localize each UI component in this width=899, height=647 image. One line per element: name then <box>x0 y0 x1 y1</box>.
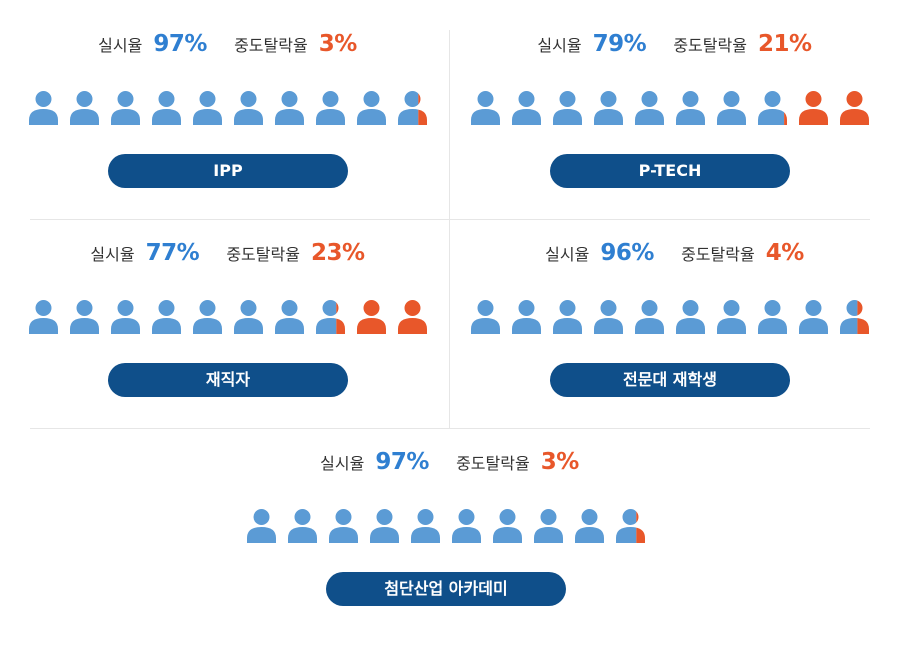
pictograph-svg <box>471 91 869 125</box>
person-icon <box>111 300 140 334</box>
dropout-label: 중도탈락율 <box>673 36 747 55</box>
person-icon <box>152 91 181 125</box>
dropout-rate: 4% <box>765 240 805 266</box>
person-icon <box>575 509 604 543</box>
category-button-college-student[interactable]: 전문대 재학생 <box>550 363 790 397</box>
person-icon <box>70 91 99 125</box>
person-icon <box>553 91 582 125</box>
person-icon <box>676 300 705 334</box>
horizontal-divider-1 <box>30 219 870 220</box>
completion-label: 실시율 <box>90 245 135 264</box>
pictograph-svg <box>29 91 427 125</box>
person-icon <box>288 509 317 543</box>
pictograph-svg <box>29 300 427 334</box>
person-icon <box>512 300 541 334</box>
person-icon <box>111 91 140 125</box>
people-pictograph <box>29 91 429 125</box>
people-pictograph <box>471 300 871 334</box>
panel-p-tech: 실시율 79% 중도탈락율 21% P-TECH <box>450 31 899 201</box>
person-icon <box>411 509 440 543</box>
person-icon <box>717 300 746 334</box>
person-icon <box>247 509 276 543</box>
people-pictograph <box>29 300 429 334</box>
panel-ipp: 실시율 97% 중도탈락율 3% IPP <box>0 31 455 201</box>
completion-label: 실시율 <box>320 454 365 473</box>
person-icon <box>553 300 582 334</box>
dropout-label: 중도탈락율 <box>234 36 308 55</box>
category-button-employee[interactable]: 재직자 <box>108 363 348 397</box>
person-icon <box>357 91 386 125</box>
person-icon <box>799 300 828 334</box>
pictograph-svg <box>247 509 645 543</box>
completion-label: 실시율 <box>537 36 582 55</box>
person-icon <box>316 300 345 334</box>
dropout-label: 중도탈락율 <box>681 245 755 264</box>
person-icon <box>452 509 481 543</box>
person-icon <box>275 300 304 334</box>
completion-label: 실시율 <box>98 36 143 55</box>
person-icon <box>234 91 263 125</box>
person-icon <box>635 300 664 334</box>
panel-employee: 실시율 77% 중도탈락율 23% 재직자 <box>0 240 455 410</box>
completion-rate: 77% <box>145 240 200 266</box>
completion-label: 실시율 <box>545 245 590 264</box>
person-icon <box>70 300 99 334</box>
person-icon <box>534 509 563 543</box>
person-icon <box>758 91 787 125</box>
stats-row: 실시율 97% 중도탈락율 3% <box>0 31 455 71</box>
dropout-label: 중도탈락율 <box>226 245 300 264</box>
completion-rate: 79% <box>592 31 647 57</box>
dropout-rate: 3% <box>318 31 358 57</box>
people-pictograph <box>247 509 647 543</box>
person-icon <box>29 300 58 334</box>
person-icon <box>29 91 58 125</box>
person-icon <box>471 91 500 125</box>
person-icon <box>234 300 263 334</box>
pictograph-svg <box>471 300 869 334</box>
stats-row: 실시율 96% 중도탈락율 4% <box>450 240 899 280</box>
dropout-rate: 3% <box>540 449 580 475</box>
horizontal-divider-2 <box>30 428 870 429</box>
stats-row: 실시율 97% 중도탈락율 3% <box>0 449 899 489</box>
dropout-rate: 21% <box>758 31 812 57</box>
person-icon <box>471 300 500 334</box>
person-icon <box>840 91 869 125</box>
person-icon <box>594 91 623 125</box>
vertical-divider <box>449 30 450 428</box>
category-button-academy[interactable]: 첨단산업 아카데미 <box>326 572 566 606</box>
person-icon <box>152 300 181 334</box>
person-icon <box>370 509 399 543</box>
person-icon <box>635 91 664 125</box>
person-icon <box>676 91 705 125</box>
person-icon <box>758 300 787 334</box>
person-icon <box>193 300 222 334</box>
completion-rate: 96% <box>600 240 654 266</box>
category-button-ipp[interactable]: IPP <box>108 154 348 188</box>
panel-college-student: 실시율 96% 중도탈락율 4% 전문대 재학생 <box>450 240 899 410</box>
person-icon <box>717 91 746 125</box>
dropout-rate: 23% <box>311 240 365 266</box>
person-icon <box>840 300 869 334</box>
person-icon <box>512 91 541 125</box>
person-icon <box>193 91 222 125</box>
person-icon <box>398 300 427 334</box>
person-icon <box>799 91 828 125</box>
person-icon <box>493 509 522 543</box>
stats-row: 실시율 79% 중도탈락율 21% <box>450 31 899 71</box>
person-icon <box>357 300 386 334</box>
completion-rate: 97% <box>153 31 207 57</box>
person-icon <box>275 91 304 125</box>
person-icon <box>398 91 427 125</box>
stats-row: 실시율 77% 중도탈락율 23% <box>0 240 455 280</box>
panel-academy: 실시율 97% 중도탈락율 3% 첨단산업 아카데미 <box>0 449 899 619</box>
category-button-p-tech[interactable]: P-TECH <box>550 154 790 188</box>
person-icon <box>616 509 645 543</box>
dropout-label: 중도탈락율 <box>456 454 530 473</box>
person-icon <box>594 300 623 334</box>
completion-rate: 97% <box>375 449 429 475</box>
person-icon <box>329 509 358 543</box>
person-icon <box>316 91 345 125</box>
people-pictograph <box>471 91 871 125</box>
